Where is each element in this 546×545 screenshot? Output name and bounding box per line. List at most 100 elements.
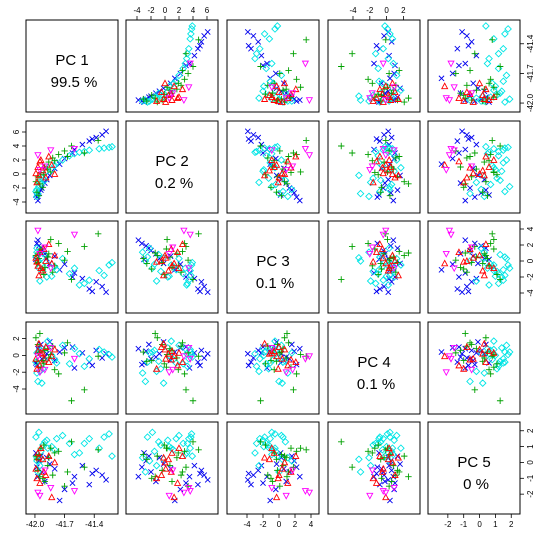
data-point — [468, 134, 475, 141]
data-point — [191, 52, 198, 59]
data-point — [43, 444, 52, 453]
data-point — [369, 157, 376, 164]
data-point — [70, 145, 79, 153]
data-point — [475, 170, 484, 177]
tick-label: 0 — [277, 520, 282, 529]
data-point — [296, 473, 303, 480]
data-point — [250, 131, 257, 138]
data-point — [274, 364, 282, 372]
data-point — [154, 250, 163, 259]
data-point — [156, 365, 165, 373]
tick-label: 2 — [293, 520, 298, 529]
data-point — [466, 189, 474, 198]
data-point — [186, 231, 194, 239]
data-point — [180, 353, 188, 361]
data-point — [159, 95, 168, 102]
data-point — [68, 276, 75, 283]
data-point — [275, 88, 283, 96]
data-point — [301, 145, 310, 153]
tick-label: -4 — [243, 520, 251, 529]
data-point — [501, 271, 509, 280]
data-point — [161, 251, 169, 259]
data-point — [348, 149, 356, 157]
data-point — [450, 147, 458, 155]
panel-r1-c3 — [226, 19, 320, 113]
variance-label: 0.2 % — [155, 175, 193, 192]
data-point — [165, 272, 174, 281]
data-point — [385, 93, 393, 100]
data-point — [283, 369, 292, 377]
data-point — [33, 369, 41, 377]
tick-label: 2 — [526, 242, 535, 247]
data-point — [105, 430, 113, 438]
data-point — [301, 488, 310, 495]
data-point — [355, 92, 363, 100]
data-point — [468, 341, 475, 348]
data-point — [154, 357, 163, 366]
axis-right-pc1: -42.0 -41.7 -41.4 — [519, 34, 535, 112]
data-point — [148, 428, 157, 437]
tick-label: 6 — [205, 6, 210, 15]
data-point — [143, 456, 150, 463]
data-point — [485, 163, 493, 170]
data-point — [145, 349, 154, 357]
data-point — [167, 253, 174, 260]
data-point — [150, 447, 159, 456]
data-point — [385, 444, 393, 452]
data-point — [291, 348, 298, 355]
data-point — [42, 173, 50, 181]
data-point — [55, 240, 62, 247]
data-point — [501, 98, 509, 106]
data-point — [266, 359, 275, 367]
data-point — [447, 355, 455, 363]
data-point — [378, 79, 387, 88]
data-point — [36, 492, 44, 500]
data-point — [287, 444, 295, 452]
data-point — [388, 89, 395, 97]
data-point — [386, 182, 394, 191]
data-point — [281, 334, 288, 341]
data-point — [493, 171, 501, 178]
data-point — [152, 474, 161, 482]
data-point — [34, 489, 42, 497]
data-point — [258, 462, 265, 469]
data-point — [270, 163, 278, 170]
data-point — [284, 157, 292, 165]
data-point — [265, 91, 274, 99]
data-point — [471, 149, 478, 157]
data-point — [36, 248, 44, 256]
data-point — [472, 178, 481, 187]
data-point — [288, 163, 297, 171]
data-point — [135, 237, 142, 244]
data-point — [368, 244, 376, 252]
tick-label: 0 — [163, 6, 168, 15]
data-point — [265, 349, 274, 357]
data-point — [463, 343, 471, 350]
data-point — [273, 461, 280, 467]
data-point — [376, 138, 383, 145]
data-point — [485, 80, 493, 87]
data-point — [482, 85, 490, 93]
data-point — [482, 334, 490, 341]
data-point — [35, 171, 43, 179]
data-point — [175, 71, 183, 80]
data-point — [379, 276, 388, 285]
data-point — [480, 339, 488, 347]
data-point — [460, 364, 468, 372]
data-point — [255, 367, 263, 376]
data-point — [388, 251, 397, 259]
data-point — [457, 250, 464, 257]
panel-r1-c1: PC 1 99.5 % — [25, 19, 119, 113]
data-point — [394, 453, 403, 461]
data-point — [493, 271, 501, 278]
data-point — [285, 67, 292, 74]
data-point — [36, 277, 44, 285]
data-point — [386, 462, 393, 469]
data-point — [364, 240, 372, 247]
data-point — [442, 95, 450, 103]
data-point — [276, 483, 283, 490]
data-point — [195, 36, 202, 44]
data-point — [490, 245, 498, 253]
data-point — [143, 97, 150, 105]
data-point — [373, 470, 380, 477]
